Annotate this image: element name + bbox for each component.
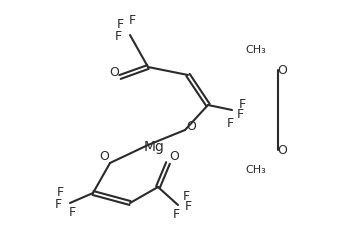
Text: F: F bbox=[236, 109, 244, 122]
Text: F: F bbox=[182, 191, 190, 204]
Text: O: O bbox=[277, 144, 287, 157]
Text: O: O bbox=[169, 150, 179, 163]
Text: CH₃: CH₃ bbox=[245, 45, 266, 55]
Text: F: F bbox=[69, 207, 75, 220]
Text: O: O bbox=[277, 63, 287, 76]
Text: F: F bbox=[116, 19, 123, 32]
Text: O: O bbox=[109, 66, 119, 79]
Text: O: O bbox=[186, 120, 196, 133]
Text: F: F bbox=[55, 198, 61, 211]
Text: F: F bbox=[173, 208, 180, 221]
Text: F: F bbox=[128, 14, 135, 27]
Text: F: F bbox=[238, 98, 246, 111]
Text: Mg: Mg bbox=[144, 140, 164, 154]
Text: CH₃: CH₃ bbox=[245, 165, 266, 175]
Text: F: F bbox=[226, 118, 234, 131]
Text: F: F bbox=[57, 186, 63, 199]
Text: F: F bbox=[185, 200, 191, 213]
Text: F: F bbox=[115, 30, 121, 44]
Text: O: O bbox=[99, 150, 109, 163]
